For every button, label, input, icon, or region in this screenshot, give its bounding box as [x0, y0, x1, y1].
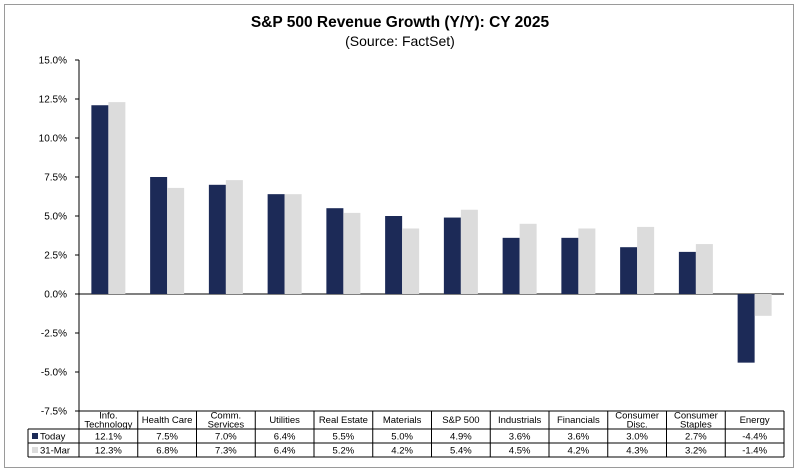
data-label: 5.0%: [391, 432, 413, 443]
data-label: 3.6%: [509, 432, 531, 443]
data-label: 6.4%: [274, 432, 296, 443]
y-tick-label: -5.0%: [41, 368, 67, 379]
chart-subtitle: (Source: FactSet): [345, 33, 455, 49]
data-label: 3.2%: [685, 446, 707, 457]
data-label: 7.0%: [215, 432, 237, 443]
data-label: 6.8%: [156, 446, 178, 457]
data-label: 4.2%: [391, 446, 413, 457]
y-tick-label: 10.0%: [39, 134, 67, 145]
x-category-label: Energy: [740, 415, 770, 426]
bar-today: [326, 208, 344, 294]
bar-31-mar: [108, 102, 126, 295]
x-category-label: Technology: [84, 420, 132, 431]
data-label: -4.4%: [742, 432, 767, 443]
x-category-label: Comm.: [211, 411, 242, 422]
x-category-label: Consumer: [615, 411, 659, 422]
x-category-label: Staples: [680, 420, 712, 431]
x-category-label: Real Estate: [319, 415, 368, 426]
bar-today: [620, 247, 638, 294]
data-label: 3.6%: [568, 432, 590, 443]
y-tick-label: 5.0%: [44, 212, 67, 223]
y-tick-label: -7.5%: [41, 407, 67, 418]
data-label: 3.0%: [626, 432, 648, 443]
bar-today: [385, 216, 403, 294]
data-label: 5.5%: [333, 432, 355, 443]
x-category-label: Health Care: [142, 415, 193, 426]
x-category-label: S&P 500: [442, 415, 479, 426]
bar-31-mar: [460, 209, 478, 294]
bar-31-mar: [637, 226, 655, 294]
bar-today: [267, 194, 285, 294]
bar-31-mar: [402, 228, 420, 294]
bar-31-mar: [343, 212, 361, 294]
x-category-label: Industrials: [498, 415, 542, 426]
data-label: -1.4%: [742, 446, 767, 457]
x-category-label: Disc.: [627, 420, 648, 431]
data-label: 12.1%: [95, 432, 122, 443]
data-label: 4.9%: [450, 432, 472, 443]
bar-31-mar: [519, 223, 537, 294]
bar-31-mar: [754, 294, 772, 316]
bar-31-mar: [578, 228, 596, 294]
x-category-label: Materials: [383, 415, 422, 426]
data-label: 5.2%: [333, 446, 355, 457]
y-tick-label: 15.0%: [39, 56, 67, 67]
data-label: 6.4%: [274, 446, 296, 457]
data-label: 5.4%: [450, 446, 472, 457]
chart-title: S&P 500 Revenue Growth (Y/Y): CY 2025: [250, 14, 550, 31]
data-label: 4.2%: [568, 446, 590, 457]
bar-today: [208, 184, 226, 294]
legend-label-today: Today: [40, 432, 66, 443]
bar-31-mar: [167, 187, 185, 294]
x-category-label: Financials: [557, 415, 600, 426]
data-label: 7.3%: [215, 446, 237, 457]
bar-today: [737, 294, 755, 363]
data-label: 4.5%: [509, 446, 531, 457]
data-label: 2.7%: [685, 432, 707, 443]
bar-today: [150, 177, 168, 294]
bar-31-mar: [225, 180, 243, 294]
bar-today: [678, 251, 696, 294]
data-label: 4.3%: [626, 446, 648, 457]
x-category-label: Utilities: [269, 415, 300, 426]
y-tick-label: 0.0%: [44, 290, 67, 301]
bar-today: [91, 105, 109, 295]
y-tick-label: -2.5%: [41, 329, 67, 340]
legend-label-31-mar: 31-Mar: [40, 446, 70, 457]
bar-today: [443, 217, 461, 294]
data-label: 12.3%: [95, 446, 122, 457]
bar-31-mar: [284, 194, 302, 294]
legend-key-31-mar: [32, 447, 38, 453]
legend-key-today: [32, 433, 38, 439]
data-label: 7.5%: [156, 432, 178, 443]
bar-today: [561, 237, 579, 294]
bar-today: [502, 237, 520, 294]
x-category-label: Services: [208, 420, 245, 431]
bar-31-mar: [695, 244, 713, 294]
y-tick-label: 2.5%: [44, 251, 67, 262]
y-tick-label: 7.5%: [44, 173, 67, 184]
x-category-label: Info.: [99, 411, 118, 422]
chart-frame: [4, 4, 794, 468]
y-tick-label: 12.5%: [39, 95, 67, 106]
x-category-label: Consumer: [674, 411, 718, 422]
